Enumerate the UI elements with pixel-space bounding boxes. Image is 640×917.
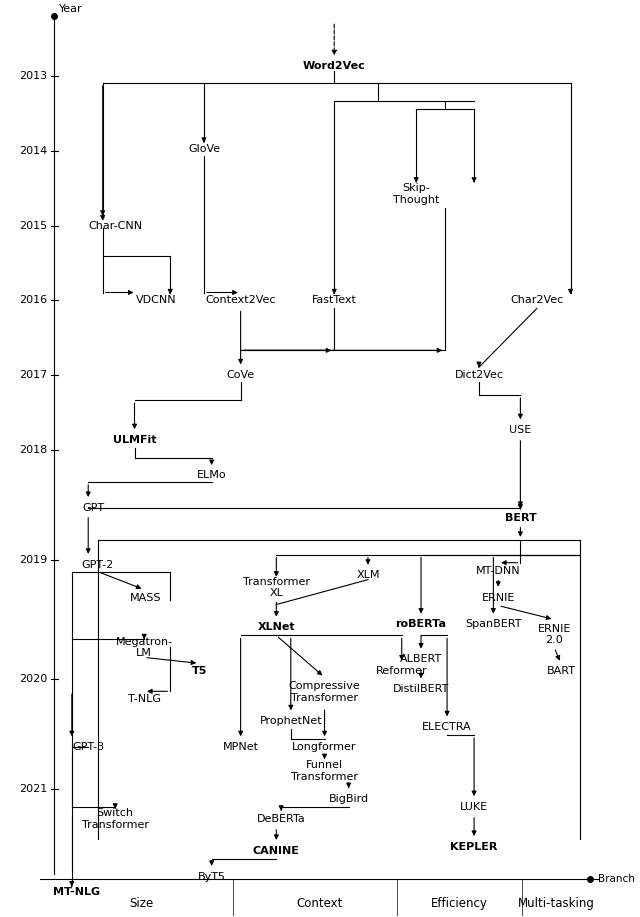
Text: SpanBERT: SpanBERT [465, 620, 522, 629]
Text: ELMo: ELMo [197, 470, 227, 480]
Text: T-NLG: T-NLG [127, 694, 161, 704]
Text: MPNet: MPNet [223, 742, 259, 752]
Text: ULMFit: ULMFit [113, 435, 156, 445]
Text: 2017: 2017 [19, 370, 48, 381]
Text: Efficiency: Efficiency [431, 897, 488, 911]
Text: BART: BART [547, 667, 575, 677]
Text: 2021: 2021 [19, 784, 48, 794]
Text: T5: T5 [191, 667, 207, 677]
Text: 2019: 2019 [19, 555, 48, 565]
Text: 2015: 2015 [20, 221, 48, 231]
Text: Branch: Branch [598, 874, 634, 884]
Text: Context2Vec: Context2Vec [205, 295, 276, 305]
Text: Skip-
Thought: Skip- Thought [393, 183, 440, 204]
Text: FastText: FastText [312, 295, 356, 305]
Text: Megatron-
LM: Megatron- LM [116, 636, 173, 658]
Text: DeBERTa: DeBERTa [257, 814, 305, 823]
Text: ByT5: ByT5 [198, 872, 226, 882]
Text: ERNIE: ERNIE [481, 592, 515, 602]
Text: ERNIE
2.0: ERNIE 2.0 [538, 624, 571, 646]
Text: Size: Size [129, 897, 154, 911]
Text: Longformer: Longformer [292, 742, 357, 752]
Text: Char2Vec: Char2Vec [510, 295, 563, 305]
Text: 2016: 2016 [20, 295, 48, 305]
Text: CoVe: CoVe [227, 370, 255, 381]
Text: CANINE: CANINE [253, 845, 300, 856]
Text: roBERTa: roBERTa [396, 620, 447, 629]
Text: XLNet: XLNet [257, 623, 295, 633]
Text: Word2Vec: Word2Vec [303, 61, 365, 72]
Text: Switch
Transformer: Switch Transformer [82, 808, 148, 830]
Text: BERT: BERT [504, 513, 536, 523]
Text: 2013: 2013 [20, 72, 48, 82]
Text: VDCNN: VDCNN [136, 295, 176, 305]
Text: BigBird: BigBird [328, 794, 369, 804]
Text: MT-NLG: MT-NLG [53, 887, 100, 897]
Text: Context: Context [296, 897, 343, 911]
Text: Char-CNN: Char-CNN [88, 221, 142, 231]
Text: MASS: MASS [131, 592, 162, 602]
Text: USE: USE [509, 425, 531, 435]
Text: 2018: 2018 [19, 445, 48, 455]
Text: XLM: XLM [356, 569, 380, 580]
Text: ALBERT: ALBERT [400, 655, 442, 665]
Text: GPT: GPT [82, 503, 104, 513]
Text: LUKE: LUKE [460, 802, 488, 812]
Text: Year: Year [60, 5, 83, 15]
Text: GloVe: GloVe [188, 144, 220, 154]
Text: GPT-2: GPT-2 [82, 559, 114, 569]
Text: Compressive
Transformer: Compressive Transformer [289, 681, 360, 703]
Text: 2020: 2020 [19, 674, 48, 684]
Text: MT-DNN: MT-DNN [476, 566, 520, 576]
Text: DistilBERT: DistilBERT [393, 684, 449, 694]
Text: ELECTRA: ELECTRA [422, 723, 472, 732]
Text: GPT-3: GPT-3 [72, 742, 104, 752]
Text: KEPLER: KEPLER [451, 842, 498, 852]
Text: ProphetNet: ProphetNet [259, 716, 322, 726]
Text: 2014: 2014 [19, 146, 48, 156]
Text: Multi-tasking: Multi-tasking [518, 897, 595, 911]
Text: Funnel
Transformer: Funnel Transformer [291, 760, 358, 782]
Text: Dict2Vec: Dict2Vec [454, 370, 504, 381]
Text: Reformer: Reformer [376, 667, 428, 677]
Text: Transformer
XL: Transformer XL [243, 577, 310, 599]
